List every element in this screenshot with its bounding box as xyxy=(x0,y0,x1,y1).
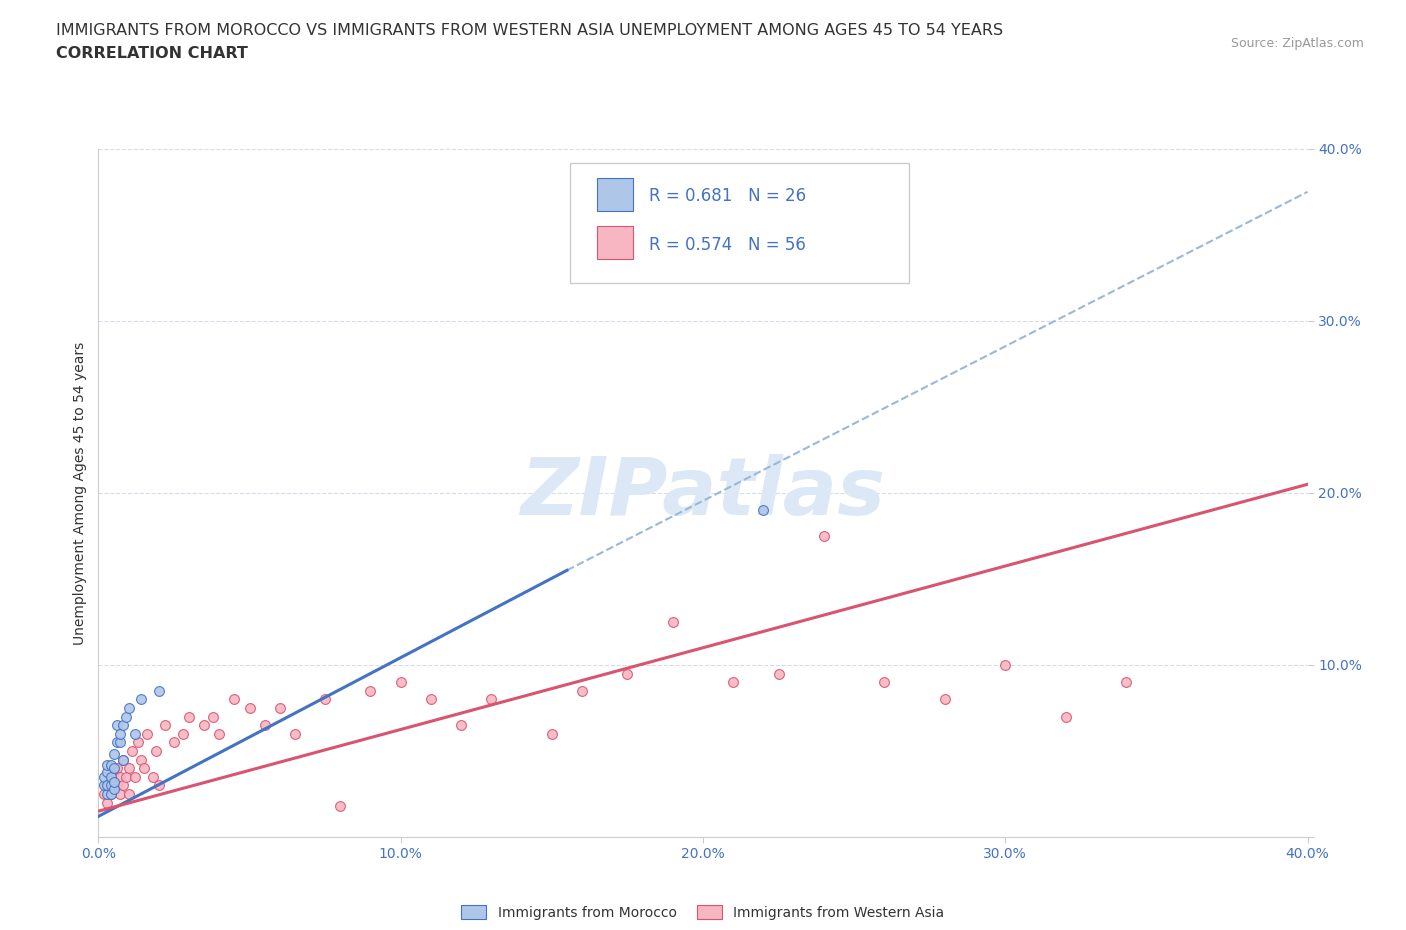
Point xyxy=(193,718,215,733)
Point xyxy=(93,787,115,802)
FancyBboxPatch shape xyxy=(569,163,908,283)
Point xyxy=(1054,709,1077,724)
Point xyxy=(153,718,176,733)
Point xyxy=(768,666,790,681)
Point xyxy=(813,528,835,543)
Point xyxy=(148,777,170,792)
Point xyxy=(661,615,683,630)
Y-axis label: Unemployment Among Ages 45 to 54 years: Unemployment Among Ages 45 to 54 years xyxy=(73,341,87,644)
Point xyxy=(100,769,122,784)
Point xyxy=(1115,675,1137,690)
Point xyxy=(994,658,1017,672)
Point xyxy=(111,718,134,733)
Point xyxy=(314,692,336,707)
Point xyxy=(148,684,170,698)
Point xyxy=(145,744,167,759)
Point xyxy=(934,692,956,707)
Point xyxy=(96,764,118,779)
Point xyxy=(224,692,246,707)
Point xyxy=(163,735,186,750)
Point xyxy=(96,757,118,772)
Point xyxy=(540,726,562,741)
Point xyxy=(360,684,382,698)
Point xyxy=(329,799,352,814)
Legend: Immigrants from Morocco, Immigrants from Western Asia: Immigrants from Morocco, Immigrants from… xyxy=(461,905,945,920)
Point xyxy=(108,769,131,784)
Point xyxy=(93,777,115,792)
Text: Source: ZipAtlas.com: Source: ZipAtlas.com xyxy=(1230,37,1364,50)
Point xyxy=(103,781,125,796)
Point xyxy=(239,700,262,715)
Point xyxy=(752,503,775,518)
Point xyxy=(111,777,134,792)
Text: R = 0.574   N = 56: R = 0.574 N = 56 xyxy=(648,236,806,254)
Point xyxy=(129,692,152,707)
Point xyxy=(389,675,412,690)
Point xyxy=(202,709,225,724)
Point xyxy=(100,787,122,802)
Point xyxy=(419,692,441,707)
Point xyxy=(108,726,131,741)
Point xyxy=(135,726,157,741)
Point xyxy=(96,795,118,810)
Point xyxy=(118,787,141,802)
Point xyxy=(450,718,472,733)
Point xyxy=(269,700,291,715)
Point xyxy=(114,769,136,784)
Point xyxy=(118,761,141,776)
Bar xyxy=(596,178,633,211)
Point xyxy=(111,752,134,767)
Point xyxy=(103,761,125,776)
Point xyxy=(571,684,593,698)
Point xyxy=(127,735,149,750)
Point xyxy=(93,769,115,784)
Point xyxy=(142,769,165,784)
Point xyxy=(103,764,125,779)
Point xyxy=(172,726,194,741)
Text: CORRELATION CHART: CORRELATION CHART xyxy=(56,46,247,61)
Point xyxy=(111,752,134,767)
Point xyxy=(100,769,122,784)
Point xyxy=(284,726,307,741)
Point xyxy=(721,675,744,690)
Point xyxy=(96,787,118,802)
Point xyxy=(177,709,201,724)
Point xyxy=(616,666,638,681)
Point xyxy=(129,752,152,767)
Point xyxy=(103,747,125,762)
Point xyxy=(100,777,122,792)
Bar xyxy=(596,226,633,259)
Text: R = 0.681   N = 26: R = 0.681 N = 26 xyxy=(648,187,806,205)
Point xyxy=(208,726,231,741)
Point xyxy=(108,735,131,750)
Point xyxy=(96,777,118,792)
Point xyxy=(121,744,143,759)
Point xyxy=(100,757,122,772)
Point xyxy=(114,709,136,724)
Point xyxy=(481,692,503,707)
Point xyxy=(105,735,128,750)
Point xyxy=(105,761,128,776)
Point xyxy=(105,718,128,733)
Point xyxy=(873,675,896,690)
Point xyxy=(124,726,146,741)
Text: IMMIGRANTS FROM MOROCCO VS IMMIGRANTS FROM WESTERN ASIA UNEMPLOYMENT AMONG AGES : IMMIGRANTS FROM MOROCCO VS IMMIGRANTS FR… xyxy=(56,23,1004,38)
Point xyxy=(100,787,122,802)
Point xyxy=(118,700,141,715)
Point xyxy=(253,718,276,733)
Point xyxy=(103,781,125,796)
Point xyxy=(105,777,128,792)
Point xyxy=(96,777,118,792)
Point xyxy=(108,787,131,802)
Point xyxy=(132,761,155,776)
Text: ZIPatlas: ZIPatlas xyxy=(520,454,886,532)
Point xyxy=(124,769,146,784)
Point xyxy=(103,775,125,790)
